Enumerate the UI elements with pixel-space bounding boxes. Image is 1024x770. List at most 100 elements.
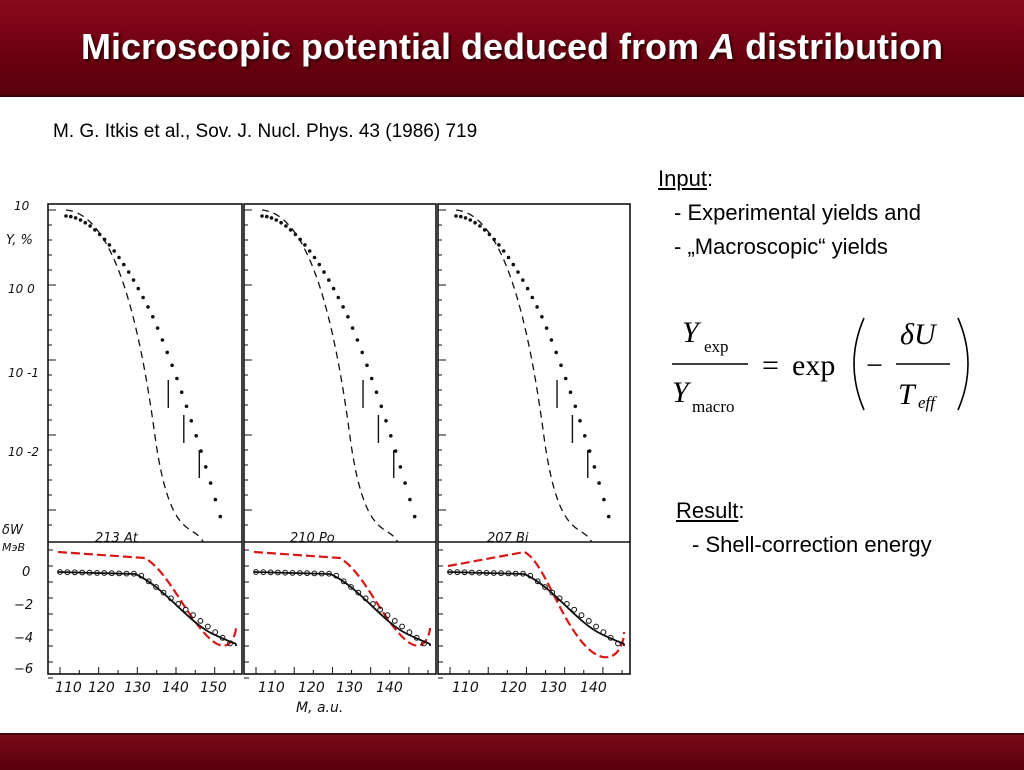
eq-sub-exp: exp [704,337,729,356]
yield-point-bi-5 [478,224,482,228]
shell-point-po-15 [362,595,369,602]
input-item-1: - Experimental yields and [674,200,922,225]
x-axis-label: M, a.u. [296,700,343,716]
yield-point-po-5 [284,224,288,228]
yield-point-at-12 [122,262,126,267]
x-tick-p1-0: 110 [55,680,82,696]
yield-point-bi-3 [468,218,473,222]
x-tick-p1-4: 150 [200,680,227,696]
yield-point-at-23 [175,376,179,381]
x-tick-p2-1: 120 [298,680,325,696]
yield-point-at-0 [64,214,68,218]
figure-plot-area [47,203,631,679]
shell-point-bi-10 [520,570,526,577]
yield-point-bi-20 [549,338,554,342]
yield-point-po-11 [312,255,317,260]
yield-point-bi-17 [535,305,539,309]
yield-point-bi-18 [540,315,544,319]
shell-point-po-0 [253,569,259,575]
panel-label-bi: 207 Bi [487,531,529,546]
shell-point-bi-4 [476,569,483,576]
shell-point-at-13 [153,584,160,590]
shell-point-po-18 [384,612,391,619]
yield-point-po-26 [384,419,388,423]
yield-point-po-8 [298,237,303,242]
yield-point-po-1 [265,214,269,219]
x-tick-p2-2: 130 [336,680,363,696]
yield-point-at-2 [73,216,78,220]
shell-point-po-1 [260,569,267,576]
shell-point-bi-16 [564,601,570,607]
yield-point-at-7 [97,232,102,237]
model-curve-bi [447,550,626,659]
yield-point-at-19 [155,326,160,330]
result-heading: Result [676,498,739,523]
yield-point-bi-4 [473,220,477,225]
yield-point-po-13 [322,270,326,274]
yield-point-at-25 [184,404,189,409]
shell-point-po-14 [355,589,362,596]
yield-point-at-16 [141,295,145,300]
eq-y-denominator: Y [672,376,692,409]
y-label-top: Y, % [6,233,33,248]
yield-point-bi-31 [602,497,606,502]
eq-paren-right [957,317,969,411]
title-bar: Microscopic potential deduced from A dis… [0,0,1024,97]
input-heading: Input [658,166,707,191]
yield-point-at-3 [78,218,83,222]
yield-point-bi-26 [578,419,582,423]
yield-point-bi-30 [597,481,601,485]
shell-point-at-16 [175,601,182,607]
shell-point-po-2 [267,569,274,576]
shell-point-po-19 [391,618,398,624]
yield-point-at-24 [179,390,184,394]
yield-point-po-3 [274,218,279,222]
eq-delta-u: δU [900,318,938,351]
macro-curve-bi [455,209,593,543]
slide-title: Microscopic potential deduced from A dis… [80,26,944,67]
model-curve-at [57,550,238,647]
shell-point-po-10 [326,570,332,577]
y-tick-top-2: 10 -1 [8,366,39,380]
eq-y-numerator: Y [682,316,702,349]
shell-point-at-15 [168,595,174,602]
shell-point-po-6 [296,570,303,576]
panel-frame-at [47,203,243,675]
shell-point-po-20 [399,623,406,630]
x-tick-p3-3: 140 [580,680,607,696]
yield-point-po-6 [288,228,293,232]
shell-point-bi-23 [615,640,621,647]
shell-point-at-17 [182,606,189,613]
yield-point-po-32 [412,514,417,519]
shell-point-bi-19 [585,618,592,624]
yield-point-bi-2 [463,216,468,220]
yield-point-at-8 [102,237,107,242]
yield-point-bi-27 [583,434,587,438]
shell-point-bi-21 [600,629,607,636]
eq-equals: = [762,349,779,382]
yield-point-bi-12 [511,262,516,267]
yield-point-po-7 [293,232,298,237]
yield-point-po-10 [307,249,312,253]
y-tick-bottom-3: −6 [14,662,33,677]
panel-frame-po [243,203,437,675]
eq-minus: − [866,349,883,382]
panel-label-po: 210 Po [290,531,335,546]
shell-point-at-3 [79,569,86,576]
shell-point-at-6 [101,570,108,576]
shell-point-bi-18 [578,612,585,619]
yield-point-at-15 [136,286,141,291]
yield-point-at-32 [218,514,223,519]
yield-point-po-17 [341,305,345,309]
yield-point-bi-13 [516,270,520,274]
yield-point-bi-9 [497,243,501,247]
shell-point-bi-14 [549,589,556,596]
shell-point-at-14 [160,589,167,596]
yield-point-at-30 [208,481,213,485]
shell-point-po-11 [333,572,340,579]
yield-point-po-28 [393,449,398,453]
yield-point-po-14 [327,278,331,282]
yield-point-po-0 [260,214,264,218]
result-section: Result: - Shell-correction energy [676,494,932,562]
yield-point-po-25 [379,404,384,409]
